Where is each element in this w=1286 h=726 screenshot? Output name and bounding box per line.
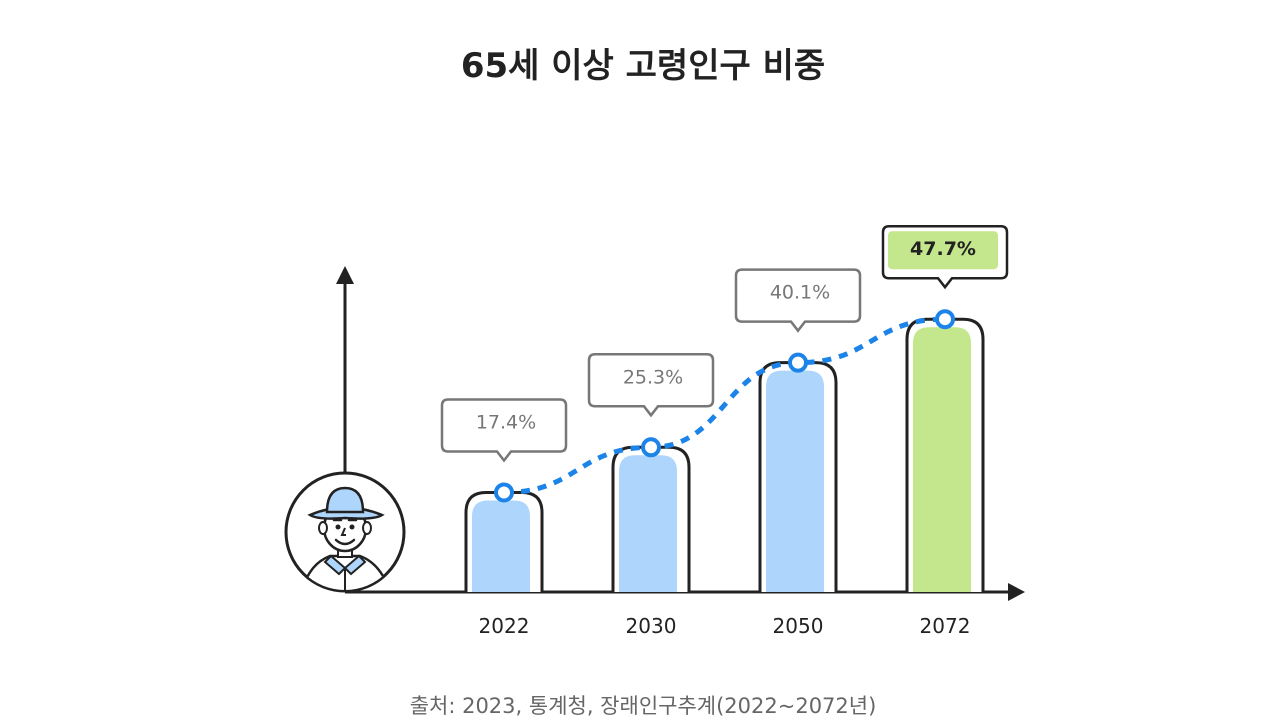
chart-title: 65세 이상 고령인구 비중 bbox=[460, 46, 826, 86]
value-callout-2030: 25.3% bbox=[587, 353, 715, 418]
data-label-2072: 47.7% bbox=[910, 238, 976, 260]
y-axis-arrow bbox=[336, 266, 354, 284]
data-label-2030: 25.3% bbox=[623, 366, 683, 388]
data-label-2022: 17.4% bbox=[476, 411, 536, 433]
x-axis-arrow bbox=[1008, 583, 1025, 601]
data-label-2050: 40.1% bbox=[770, 282, 830, 304]
x-tick-label-2072: 2072 bbox=[920, 614, 971, 638]
bar-2022 bbox=[464, 490, 544, 592]
value-callout-2022: 17.4% bbox=[440, 398, 568, 463]
value-callout-2050: 40.1% bbox=[734, 268, 862, 333]
trend-point-2050 bbox=[788, 352, 808, 373]
bar-2072 bbox=[905, 317, 985, 592]
x-tick-label-2022: 2022 bbox=[479, 614, 530, 638]
trend-point-2072 bbox=[935, 309, 955, 330]
elderly-person-icon bbox=[284, 471, 406, 593]
bar-2050 bbox=[758, 361, 838, 592]
trend-line bbox=[503, 316, 946, 495]
x-tick-label-2050: 2050 bbox=[773, 614, 824, 638]
x-tick-label-2030: 2030 bbox=[626, 614, 677, 638]
source-note: 출처: 2023, 통계청, 장래인구추계(2022~2072년) bbox=[409, 694, 877, 718]
bar-2030 bbox=[611, 445, 691, 592]
trend-point-2030 bbox=[641, 437, 661, 458]
trend-point-2022 bbox=[494, 482, 514, 503]
value-callout-2072: 47.7% bbox=[881, 224, 1009, 290]
